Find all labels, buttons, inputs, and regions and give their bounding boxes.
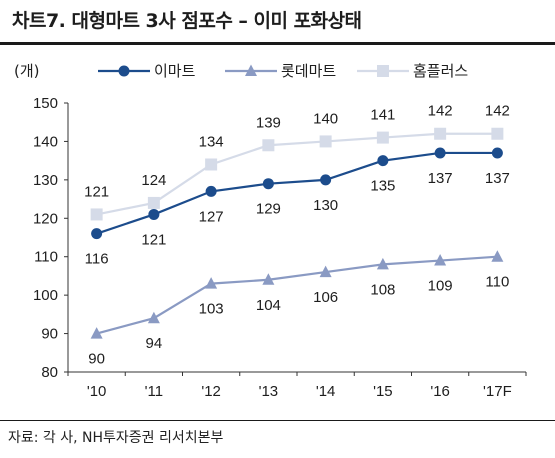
data-point <box>320 174 332 186</box>
series-layer: 121 124 134 139 140 141 142 142 90 94 103 104 106 108… <box>84 103 510 368</box>
data-point <box>434 127 447 140</box>
data-point <box>491 147 503 159</box>
series-line <box>96 151 498 235</box>
data-label: 121 <box>84 183 109 200</box>
data-label: 121 <box>141 231 166 248</box>
data-point <box>147 196 160 209</box>
data-label: 90 <box>88 351 105 368</box>
data-point <box>147 311 160 324</box>
data-point <box>262 139 275 152</box>
legend: 이마트 롯데마트 홈플러스 <box>98 62 468 80</box>
legend-label: 이마트 <box>154 62 196 80</box>
data-label: 134 <box>199 133 224 150</box>
x-tick-label: '12 <box>201 383 221 400</box>
data-label: 109 <box>428 278 453 295</box>
x-tick-label: '15 <box>373 383 393 400</box>
data-label: 108 <box>370 281 395 298</box>
data-point <box>319 135 332 148</box>
data-point <box>491 250 504 262</box>
data-label: 141 <box>370 107 395 124</box>
x-tick-label: '14 <box>316 383 336 400</box>
source-note: 자료: 각 사, NH투자증권 리서치본부 <box>8 430 224 446</box>
data-label: 116 <box>85 251 109 268</box>
y-tick-label: 100 <box>33 287 58 304</box>
data-label: 130 <box>313 197 338 214</box>
legend-label: 홈플러스 <box>413 62 468 80</box>
data-label: 94 <box>146 335 163 352</box>
series-line <box>96 255 498 335</box>
data-label: 103 <box>199 301 224 318</box>
data-point <box>377 155 389 167</box>
data-point <box>205 185 217 197</box>
series-1: 116 121 127 129 130 135 137 137 <box>85 147 510 268</box>
data-point <box>491 127 504 140</box>
data-label: 137 <box>485 170 510 187</box>
data-label: 104 <box>256 297 281 314</box>
data-label: 106 <box>313 289 338 306</box>
data-label: 124 <box>141 172 166 189</box>
data-point <box>205 158 218 171</box>
source-divider <box>0 420 555 421</box>
x-tick-label: '17F <box>483 383 512 400</box>
data-label: 110 <box>485 274 509 291</box>
data-point <box>262 273 275 285</box>
x-tick-label: '13 <box>259 383 279 400</box>
data-point <box>319 265 332 278</box>
x-tick-label: '16 <box>430 383 450 400</box>
data-label: 142 <box>428 103 453 120</box>
data-point <box>376 257 389 270</box>
y-tick-label: 130 <box>33 172 58 189</box>
legend-marker <box>245 64 257 76</box>
chart-title: 차트7. 대형마트 3사 점포수 – 이미 포화상태 <box>12 10 362 32</box>
series-line <box>96 132 498 216</box>
y-tick-label: 80 <box>41 364 58 381</box>
data-point <box>434 254 447 266</box>
y-tick-label: 110 <box>34 249 58 266</box>
data-label: 142 <box>485 103 510 120</box>
data-point <box>205 277 218 289</box>
y-axis-unit: (개) <box>14 62 40 80</box>
y-tick-label: 140 <box>33 133 58 150</box>
legend-marker <box>118 65 130 77</box>
data-point <box>91 228 103 240</box>
data-label: 137 <box>428 170 453 187</box>
axes: 80 90 100 110 120 130 140 150 '10 '11 '12 '13 '14 '15… <box>33 95 527 400</box>
x-tick-label: '11 <box>145 383 163 400</box>
data-point <box>90 208 103 221</box>
data-label: 127 <box>199 208 224 225</box>
title-divider <box>0 42 555 45</box>
data-point <box>376 131 389 144</box>
data-point <box>434 147 446 159</box>
x-tick-label: '10 <box>87 383 107 400</box>
data-label: 140 <box>313 110 338 127</box>
line-chart: (개) 이마트 롯데마트 홈플러스 80 90 100 110 120 130 140 150 '1… <box>14 62 527 400</box>
data-label: 129 <box>256 201 281 218</box>
y-tick-label: 90 <box>41 326 58 343</box>
y-tick-label: 120 <box>33 210 58 227</box>
data-label: 139 <box>256 114 281 131</box>
series-2: 90 94 103 104 106 108 109 110 <box>88 250 509 368</box>
data-point <box>262 178 274 190</box>
data-point <box>148 208 160 220</box>
legend-label: 롯데마트 <box>281 62 336 80</box>
data-point <box>90 327 103 339</box>
series-3: 121 124 134 139 140 141 142 142 <box>84 103 510 221</box>
legend-marker <box>377 65 389 77</box>
data-label: 135 <box>370 178 395 195</box>
y-tick-label: 150 <box>33 95 58 112</box>
